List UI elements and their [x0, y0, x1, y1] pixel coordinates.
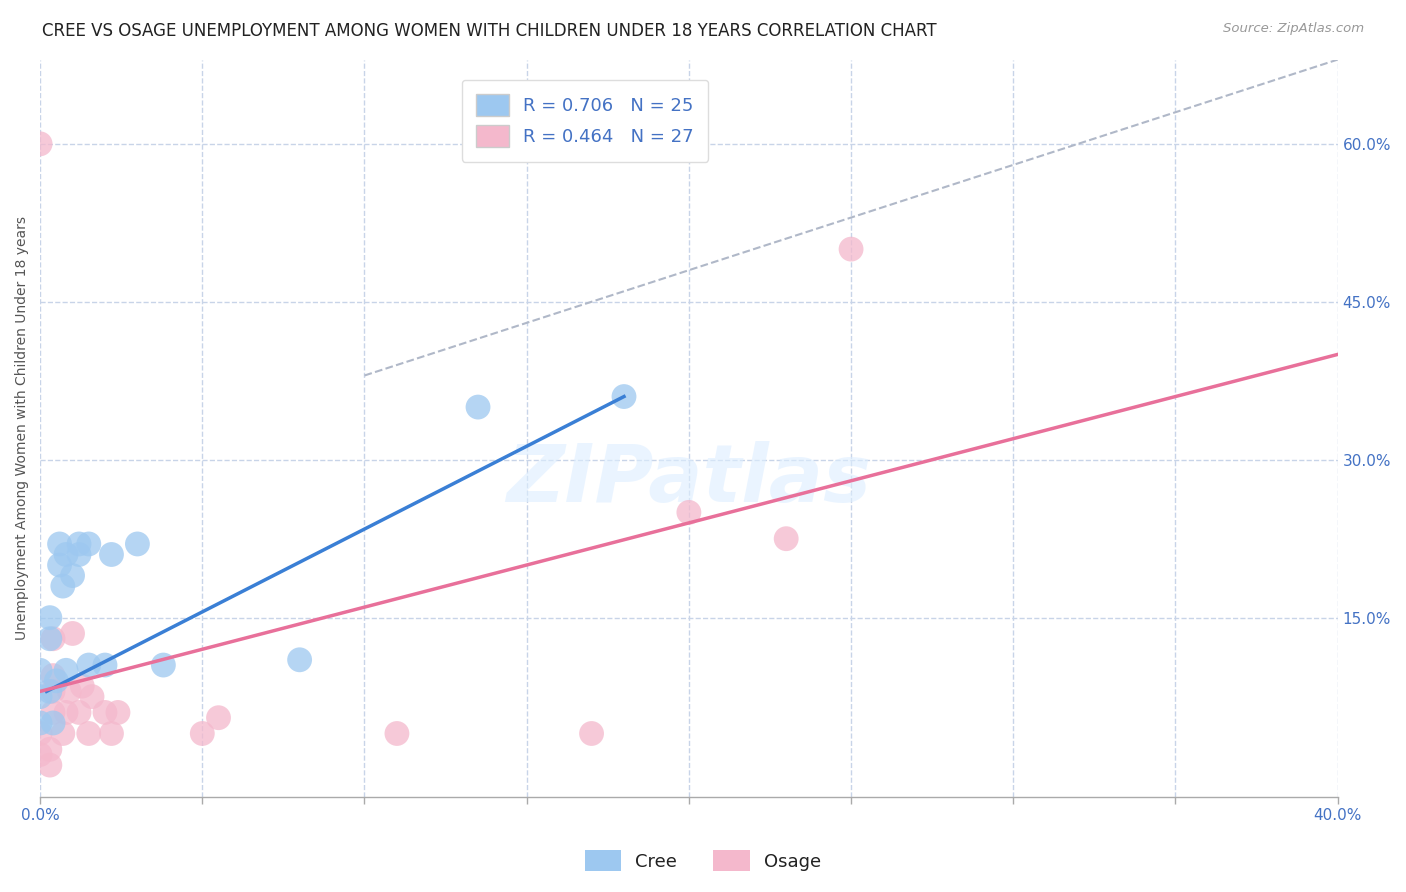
Point	[42, 706, 65, 720]
Point	[678, 505, 700, 519]
Point	[38, 684, 60, 698]
Point	[94, 658, 117, 673]
Point	[100, 548, 122, 562]
Legend: R = 0.706   N = 25, R = 0.464   N = 27: R = 0.706 N = 25, R = 0.464 N = 27	[461, 79, 709, 161]
Point	[55, 706, 77, 720]
Point	[100, 726, 122, 740]
Point	[80, 690, 103, 704]
Point	[42, 668, 65, 682]
Point	[62, 626, 84, 640]
Point	[30, 726, 52, 740]
Point	[107, 706, 129, 720]
Point	[67, 548, 90, 562]
Point	[30, 136, 52, 151]
Point	[45, 673, 67, 688]
Point	[775, 532, 797, 546]
Point	[77, 537, 100, 551]
Point	[613, 390, 636, 404]
Point	[58, 684, 80, 698]
Point	[30, 690, 52, 704]
Point	[467, 400, 489, 414]
Point	[52, 726, 75, 740]
Point	[38, 758, 60, 772]
Point	[77, 726, 100, 740]
Point	[62, 568, 84, 582]
Text: ZIPatlas: ZIPatlas	[506, 441, 872, 519]
Point	[581, 726, 603, 740]
Point	[94, 706, 117, 720]
Point	[38, 610, 60, 624]
Point	[385, 726, 408, 740]
Point	[67, 537, 90, 551]
Point	[55, 548, 77, 562]
Legend: Cree, Osage: Cree, Osage	[578, 843, 828, 879]
Point	[30, 747, 52, 762]
Point	[38, 632, 60, 646]
Point	[38, 742, 60, 756]
Text: CREE VS OSAGE UNEMPLOYMENT AMONG WOMEN WITH CHILDREN UNDER 18 YEARS CORRELATION : CREE VS OSAGE UNEMPLOYMENT AMONG WOMEN W…	[42, 22, 936, 40]
Point	[48, 537, 70, 551]
Point	[207, 711, 229, 725]
Point	[30, 716, 52, 731]
Point	[42, 684, 65, 698]
Point	[77, 658, 100, 673]
Point	[127, 537, 149, 551]
Point	[42, 632, 65, 646]
Point	[42, 716, 65, 731]
Point	[839, 242, 862, 256]
Point	[30, 663, 52, 677]
Point	[152, 658, 174, 673]
Point	[67, 706, 90, 720]
Point	[55, 663, 77, 677]
Point	[72, 679, 94, 693]
Point	[48, 558, 70, 572]
Text: Source: ZipAtlas.com: Source: ZipAtlas.com	[1223, 22, 1364, 36]
Y-axis label: Unemployment Among Women with Children Under 18 years: Unemployment Among Women with Children U…	[15, 216, 30, 640]
Point	[288, 653, 311, 667]
Point	[52, 579, 75, 593]
Point	[191, 726, 214, 740]
